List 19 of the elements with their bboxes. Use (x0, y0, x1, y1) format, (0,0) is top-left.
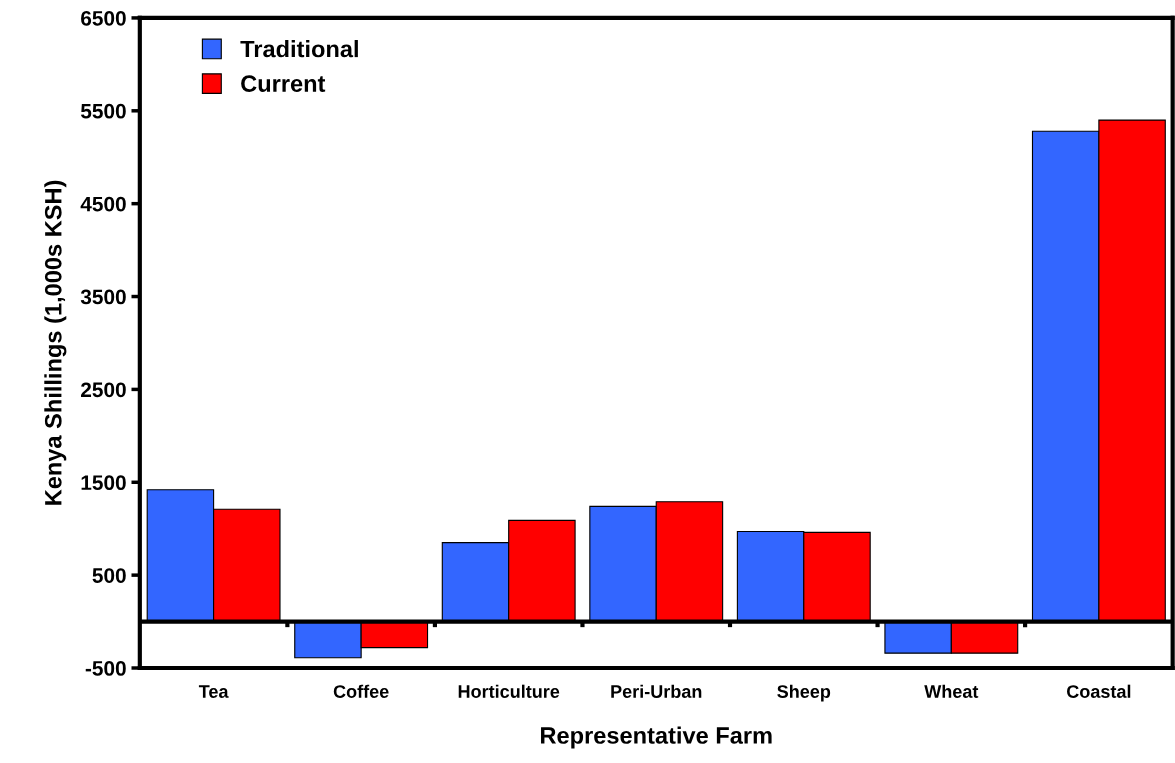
y-tick-label: 6500 (81, 10, 126, 26)
x-tick-label: Tea (198, 685, 229, 698)
y-tick-label: 3500 (80, 289, 126, 305)
y-tick-label: 2500 (81, 382, 126, 398)
x-axis-title: Representative Farm (541, 726, 772, 749)
x-tick-label: Horticulture (458, 684, 560, 698)
x-tick-label: Peri-Urban (611, 684, 702, 698)
legend-label: Current (241, 75, 326, 93)
y-tick-label: 4500 (80, 196, 126, 212)
x-tick-label: Sheep (777, 684, 831, 702)
x-tick-label: Wheat (924, 684, 979, 698)
x-tick-label: Coastal (1067, 684, 1131, 698)
y-tick-label: -500 (85, 661, 126, 676)
x-tick-label: Coffee (333, 684, 389, 698)
y-tick-label: 1500 (81, 475, 126, 491)
legend-label: Traditional (240, 40, 358, 58)
y-tick-label: 5500 (80, 103, 126, 119)
y-tick-label: 500 (92, 568, 126, 583)
y-axis-title: Kenya Shillings (1,000s KSH) (44, 180, 67, 505)
